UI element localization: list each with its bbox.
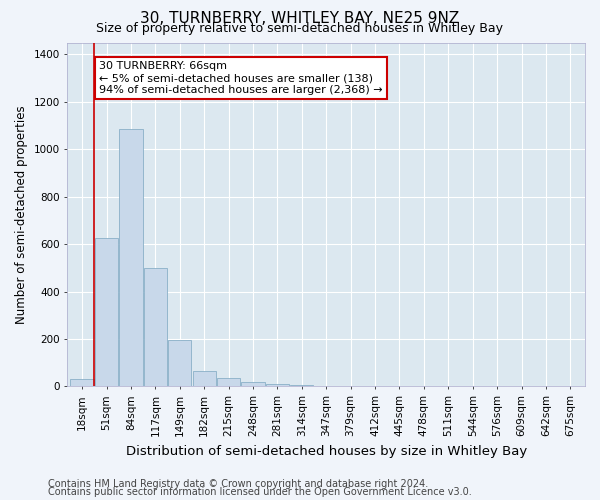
Bar xyxy=(70,380,94,386)
Bar xyxy=(144,268,167,386)
Text: Contains HM Land Registry data © Crown copyright and database right 2024.: Contains HM Land Registry data © Crown c… xyxy=(48,479,428,489)
Y-axis label: Number of semi-detached properties: Number of semi-detached properties xyxy=(15,105,28,324)
Bar xyxy=(266,384,289,386)
Text: 30, TURNBERRY, WHITLEY BAY, NE25 9NZ: 30, TURNBERRY, WHITLEY BAY, NE25 9NZ xyxy=(140,11,460,26)
Bar xyxy=(119,129,143,386)
Bar xyxy=(217,378,240,386)
X-axis label: Distribution of semi-detached houses by size in Whitley Bay: Distribution of semi-detached houses by … xyxy=(125,444,527,458)
Bar xyxy=(290,384,313,386)
Text: Size of property relative to semi-detached houses in Whitley Bay: Size of property relative to semi-detach… xyxy=(97,22,503,35)
Text: 30 TURNBERRY: 66sqm
← 5% of semi-detached houses are smaller (138)
94% of semi-d: 30 TURNBERRY: 66sqm ← 5% of semi-detache… xyxy=(99,62,383,94)
Bar xyxy=(95,238,118,386)
Bar xyxy=(168,340,191,386)
Bar xyxy=(241,382,265,386)
Text: Contains public sector information licensed under the Open Government Licence v3: Contains public sector information licen… xyxy=(48,487,472,497)
Bar xyxy=(193,371,216,386)
